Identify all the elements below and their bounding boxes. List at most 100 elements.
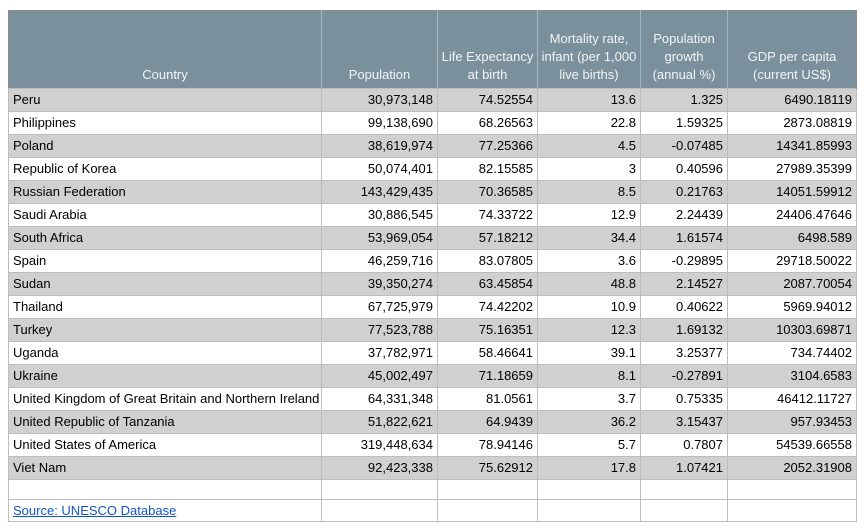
value-cell-gdp-per-capita[interactable]: 734.74402 — [727, 341, 857, 365]
value-cell-population-growth[interactable]: 0.40622 — [640, 295, 728, 319]
value-cell-infant-mortality-rate[interactable]: 3 — [537, 157, 641, 181]
value-cell-population-growth[interactable]: 1.325 — [640, 88, 728, 112]
value-cell-life-expectancy[interactable]: 75.16351 — [437, 318, 538, 342]
value-cell-infant-mortality-rate[interactable]: 48.8 — [537, 272, 641, 296]
value-cell-population-growth[interactable]: 3.25377 — [640, 341, 728, 365]
value-cell-population-growth[interactable]: -0.27891 — [640, 364, 728, 388]
value-cell-population[interactable]: 30,973,148 — [321, 88, 438, 112]
value-cell-population-growth[interactable]: -0.29895 — [640, 249, 728, 273]
country-cell[interactable]: Republic of Korea — [8, 157, 322, 181]
value-cell-infant-mortality-rate[interactable]: 39.1 — [537, 341, 641, 365]
value-cell-population-growth[interactable]: 2.14527 — [640, 272, 728, 296]
value-cell-population[interactable]: 45,002,497 — [321, 364, 438, 388]
value-cell-population-growth[interactable]: 3.15437 — [640, 410, 728, 434]
empty-cell[interactable] — [437, 499, 538, 522]
empty-cell[interactable] — [321, 499, 438, 522]
empty-cell[interactable] — [8, 479, 322, 500]
value-cell-infant-mortality-rate[interactable]: 5.7 — [537, 433, 641, 457]
value-cell-life-expectancy[interactable]: 74.33722 — [437, 203, 538, 227]
value-cell-infant-mortality-rate[interactable]: 22.8 — [537, 111, 641, 135]
value-cell-gdp-per-capita[interactable]: 2873.08819 — [727, 111, 857, 135]
value-cell-population[interactable]: 143,429,435 — [321, 180, 438, 204]
value-cell-life-expectancy[interactable]: 71.18659 — [437, 364, 538, 388]
value-cell-population[interactable]: 38,619,974 — [321, 134, 438, 158]
value-cell-population-growth[interactable]: 0.7807 — [640, 433, 728, 457]
value-cell-population[interactable]: 53,969,054 — [321, 226, 438, 250]
value-cell-population-growth[interactable]: -0.07485 — [640, 134, 728, 158]
value-cell-gdp-per-capita[interactable]: 27989.35399 — [727, 157, 857, 181]
value-cell-life-expectancy[interactable]: 68.26563 — [437, 111, 538, 135]
value-cell-population-growth[interactable]: 2.24439 — [640, 203, 728, 227]
empty-cell[interactable] — [537, 479, 641, 500]
value-cell-infant-mortality-rate[interactable]: 4.5 — [537, 134, 641, 158]
value-cell-infant-mortality-rate[interactable]: 12.3 — [537, 318, 641, 342]
country-cell[interactable]: Turkey — [8, 318, 322, 342]
country-cell[interactable]: Spain — [8, 249, 322, 273]
country-cell[interactable]: Saudi Arabia — [8, 203, 322, 227]
country-cell[interactable]: Russian Federation — [8, 180, 322, 204]
value-cell-infant-mortality-rate[interactable]: 8.5 — [537, 180, 641, 204]
country-cell[interactable]: Peru — [8, 88, 322, 112]
empty-cell[interactable] — [727, 479, 857, 500]
value-cell-gdp-per-capita[interactable]: 10303.69871 — [727, 318, 857, 342]
value-cell-gdp-per-capita[interactable]: 6490.18119 — [727, 88, 857, 112]
country-cell[interactable]: United Kingdom of Great Britain and Nort… — [8, 387, 322, 411]
value-cell-population-growth[interactable]: 1.69132 — [640, 318, 728, 342]
value-cell-population[interactable]: 30,886,545 — [321, 203, 438, 227]
source-link[interactable]: Source: UNESCO Database — [13, 503, 177, 518]
empty-cell[interactable] — [437, 479, 538, 500]
value-cell-life-expectancy[interactable]: 64.9439 — [437, 410, 538, 434]
value-cell-population-growth[interactable]: 1.59325 — [640, 111, 728, 135]
value-cell-infant-mortality-rate[interactable]: 3.7 — [537, 387, 641, 411]
country-cell[interactable]: Sudan — [8, 272, 322, 296]
value-cell-population-growth[interactable]: 0.40596 — [640, 157, 728, 181]
country-cell[interactable]: Viet Nam — [8, 456, 322, 480]
value-cell-population-growth[interactable]: 1.61574 — [640, 226, 728, 250]
empty-cell[interactable] — [537, 499, 641, 522]
value-cell-life-expectancy[interactable]: 74.52554 — [437, 88, 538, 112]
value-cell-gdp-per-capita[interactable]: 3104.6583 — [727, 364, 857, 388]
value-cell-gdp-per-capita[interactable]: 957.93453 — [727, 410, 857, 434]
country-cell[interactable]: Poland — [8, 134, 322, 158]
empty-cell[interactable] — [321, 479, 438, 500]
value-cell-gdp-per-capita[interactable]: 5969.94012 — [727, 295, 857, 319]
source-cell[interactable]: Source: UNESCO Database — [8, 499, 322, 522]
value-cell-gdp-per-capita[interactable]: 14051.59912 — [727, 180, 857, 204]
value-cell-gdp-per-capita[interactable]: 2052.31908 — [727, 456, 857, 480]
value-cell-infant-mortality-rate[interactable]: 17.8 — [537, 456, 641, 480]
value-cell-life-expectancy[interactable]: 78.94146 — [437, 433, 538, 457]
value-cell-infant-mortality-rate[interactable]: 34.4 — [537, 226, 641, 250]
value-cell-population-growth[interactable]: 1.07421 — [640, 456, 728, 480]
empty-cell[interactable] — [727, 499, 857, 522]
value-cell-gdp-per-capita[interactable]: 2087.70054 — [727, 272, 857, 296]
value-cell-gdp-per-capita[interactable]: 14341.85993 — [727, 134, 857, 158]
value-cell-life-expectancy[interactable]: 58.46641 — [437, 341, 538, 365]
value-cell-life-expectancy[interactable]: 82.15585 — [437, 157, 538, 181]
empty-cell[interactable] — [640, 499, 728, 522]
value-cell-infant-mortality-rate[interactable]: 8.1 — [537, 364, 641, 388]
country-cell[interactable]: Uganda — [8, 341, 322, 365]
value-cell-population[interactable]: 77,523,788 — [321, 318, 438, 342]
value-cell-life-expectancy[interactable]: 74.42202 — [437, 295, 538, 319]
value-cell-population[interactable]: 51,822,621 — [321, 410, 438, 434]
value-cell-population[interactable]: 67,725,979 — [321, 295, 438, 319]
value-cell-infant-mortality-rate[interactable]: 10.9 — [537, 295, 641, 319]
value-cell-life-expectancy[interactable]: 83.07805 — [437, 249, 538, 273]
value-cell-infant-mortality-rate[interactable]: 36.2 — [537, 410, 641, 434]
value-cell-gdp-per-capita[interactable]: 29718.50022 — [727, 249, 857, 273]
value-cell-life-expectancy[interactable]: 77.25366 — [437, 134, 538, 158]
value-cell-population[interactable]: 319,448,634 — [321, 433, 438, 457]
value-cell-population[interactable]: 50,074,401 — [321, 157, 438, 181]
value-cell-infant-mortality-rate[interactable]: 3.6 — [537, 249, 641, 273]
value-cell-life-expectancy[interactable]: 75.62912 — [437, 456, 538, 480]
country-cell[interactable]: United Republic of Tanzania — [8, 410, 322, 434]
value-cell-population-growth[interactable]: 0.21763 — [640, 180, 728, 204]
value-cell-population[interactable]: 99,138,690 — [321, 111, 438, 135]
empty-cell[interactable] — [640, 479, 728, 500]
value-cell-population[interactable]: 46,259,716 — [321, 249, 438, 273]
value-cell-gdp-per-capita[interactable]: 24406.47646 — [727, 203, 857, 227]
value-cell-infant-mortality-rate[interactable]: 13.6 — [537, 88, 641, 112]
value-cell-gdp-per-capita[interactable]: 46412.11727 — [727, 387, 857, 411]
country-cell[interactable]: United States of America — [8, 433, 322, 457]
country-cell[interactable]: South Africa — [8, 226, 322, 250]
